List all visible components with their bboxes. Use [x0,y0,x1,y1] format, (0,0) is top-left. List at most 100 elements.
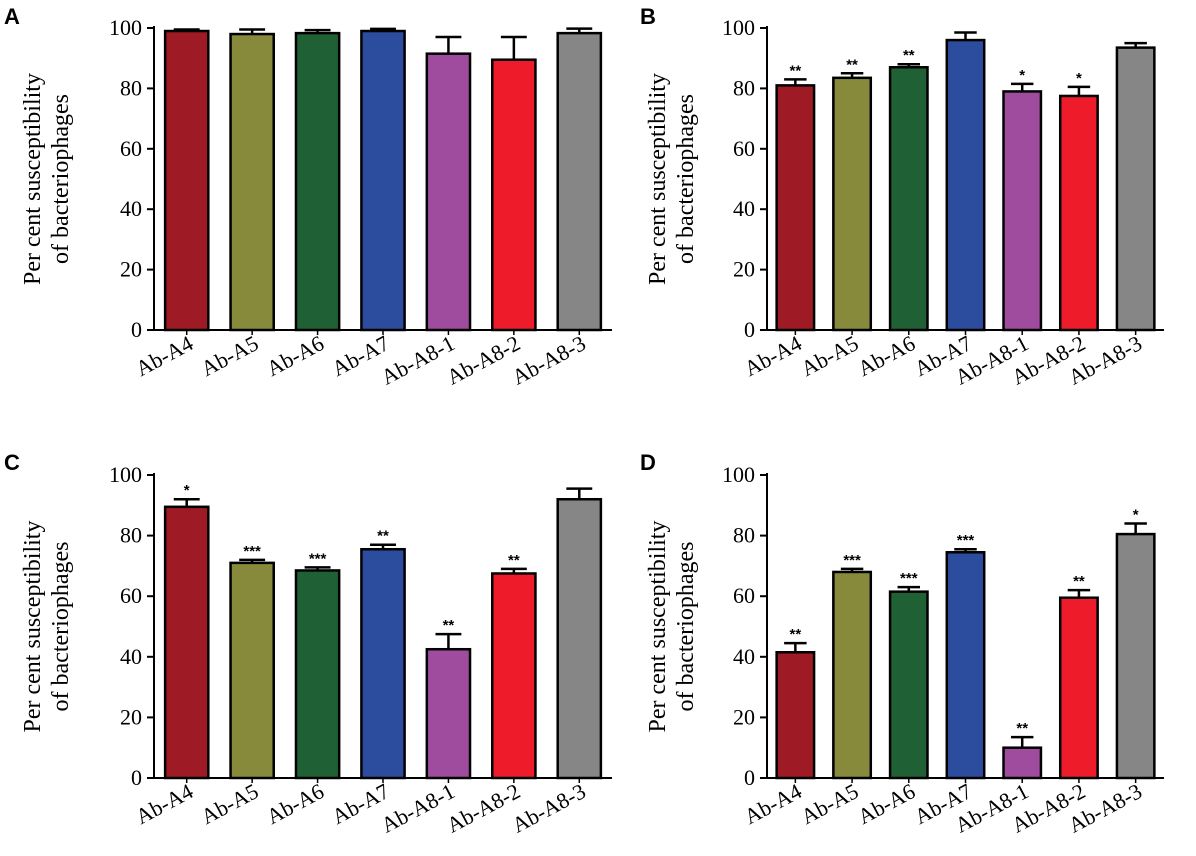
y-tick-label: 0 [744,765,755,790]
y-tick-label: 40 [120,644,142,669]
bar-ab-a8-3 [556,497,603,780]
y-tick-label: 80 [733,523,755,548]
y-tick-label: 60 [733,136,755,161]
bar-ab-a8-1 [425,647,472,780]
y-axis-title: Per cent susceptibilityof bacteriophages [20,521,74,733]
x-tick-label: Ab-A6 [262,330,328,381]
significance-label: *** [957,532,975,549]
bar-ab-a7 [360,547,406,780]
x-tick-label: Ab-A6 [853,778,919,829]
y-tick-label: 20 [733,704,755,729]
x-tick-label: Ab-A5 [797,778,863,829]
panel-letter: B [640,4,656,29]
y-tick-label: 60 [120,583,142,608]
significance-label: * [1076,70,1082,87]
y-tick-label: 0 [131,765,142,790]
y-tick-label: 100 [722,15,755,40]
x-tick-label: Ab-A6 [262,778,328,829]
panel-c: C Per cent susceptibilityof bacteriophage… [4,450,612,838]
significance-label: ** [846,56,858,73]
y-axis-title: Per cent susceptibilityof bacteriophages [20,73,74,285]
bar-ab-a6 [888,590,929,780]
bar-ab-a4 [163,505,210,780]
bar-ab-a8-1 [1002,90,1043,332]
bar-ab-a5 [832,570,873,780]
x-tick-label: Ab-A8-1 [377,778,459,837]
y-axis-title-line: Per cent susceptibility [20,521,46,733]
bar-ab-a7 [945,38,986,332]
significance-label: ** [443,617,455,634]
x-tick-label: Ab-A5 [197,330,263,381]
bar-ab-a5 [832,76,873,332]
y-axis-title: Per cent susceptibilityof bacteriophages [645,521,699,733]
x-tick-label: Ab-A8-2 [442,330,524,389]
y-axis-title-line: of bacteriophages [673,542,699,712]
panel-letter: D [640,450,656,475]
bar-ab-a7 [945,551,986,780]
bar-ab-a8-1 [425,52,472,332]
x-tick-label: Ab-A8-3 [508,778,590,837]
x-tick-label: Ab-A5 [197,778,263,829]
y-tick-label: 20 [120,704,142,729]
significance-label: ** [903,47,915,64]
bar-ab-a8-2 [491,572,537,780]
bar-ab-a6 [888,66,929,332]
significance-label: ** [1016,720,1028,737]
bar-ab-a4 [775,84,816,332]
bar-ab-a8-3 [1115,532,1156,780]
bar-ab-a6 [294,569,341,780]
y-tick-label: 80 [120,523,142,548]
bar-ab-a8-2 [491,58,537,332]
panel-letter: C [4,450,20,475]
significance-label: ** [1073,573,1085,590]
bar-ab-a8-1 [1002,746,1043,780]
y-tick-label: 20 [733,257,755,282]
panel-a: A Per cent susceptibilityof bacteriophage… [4,4,612,390]
significance-label: *** [309,550,327,567]
significance-label: ** [377,528,389,545]
y-tick-label: 100 [109,462,142,487]
x-tick-label: Ab-A8-2 [442,778,524,837]
significance-label: *** [843,552,861,569]
y-tick-label: 20 [120,257,142,282]
y-axis-title-line: Per cent susceptibility [20,73,46,285]
bar-ab-a6 [294,31,341,332]
bar-ab-a5 [229,32,275,332]
bar-ab-a5 [229,561,275,780]
bar-ab-a8-3 [556,31,603,332]
y-axis-title-line: of bacteriophages [48,94,74,264]
bar-ab-a8-2 [1058,94,1099,332]
panel-b: B Per cent susceptibilityof bacteriophage… [640,4,1164,390]
bar-ab-a8-3 [1115,46,1156,332]
bar-ab-a4 [163,29,210,332]
significance-label: ** [790,62,802,79]
significance-label: * [1133,506,1139,523]
y-tick-label: 0 [744,317,755,342]
significance-label: *** [900,570,918,587]
significance-label: * [184,482,190,499]
y-axis-title: Per cent susceptibilityof bacteriophages [645,73,699,285]
y-axis-title-line: Per cent susceptibility [645,521,671,733]
y-tick-label: 80 [120,75,142,100]
panel-d: D Per cent susceptibilityof bacteriophage… [640,450,1164,838]
significance-label: * [1019,67,1025,84]
x-tick-label: Ab-A5 [797,330,863,381]
panel-letter: A [4,4,20,29]
bar-ab-a8-2 [1058,596,1099,780]
y-tick-label: 60 [733,583,755,608]
significance-label: *** [243,543,261,560]
bar-ab-a4 [775,651,816,780]
y-tick-label: 80 [733,75,755,100]
x-tick-label: Ab-A8-1 [377,330,459,389]
y-axis-title-line: of bacteriophages [673,94,699,264]
y-tick-label: 0 [131,317,142,342]
significance-label: ** [508,552,520,569]
y-tick-label: 40 [120,196,142,221]
y-axis-title-line: of bacteriophages [48,542,74,712]
significance-label: ** [790,626,802,643]
x-tick-label: Ab-A8-3 [508,330,590,389]
bar-ab-a7 [360,29,406,332]
y-axis-title-line: Per cent susceptibility [645,73,671,285]
y-tick-label: 100 [109,15,142,40]
